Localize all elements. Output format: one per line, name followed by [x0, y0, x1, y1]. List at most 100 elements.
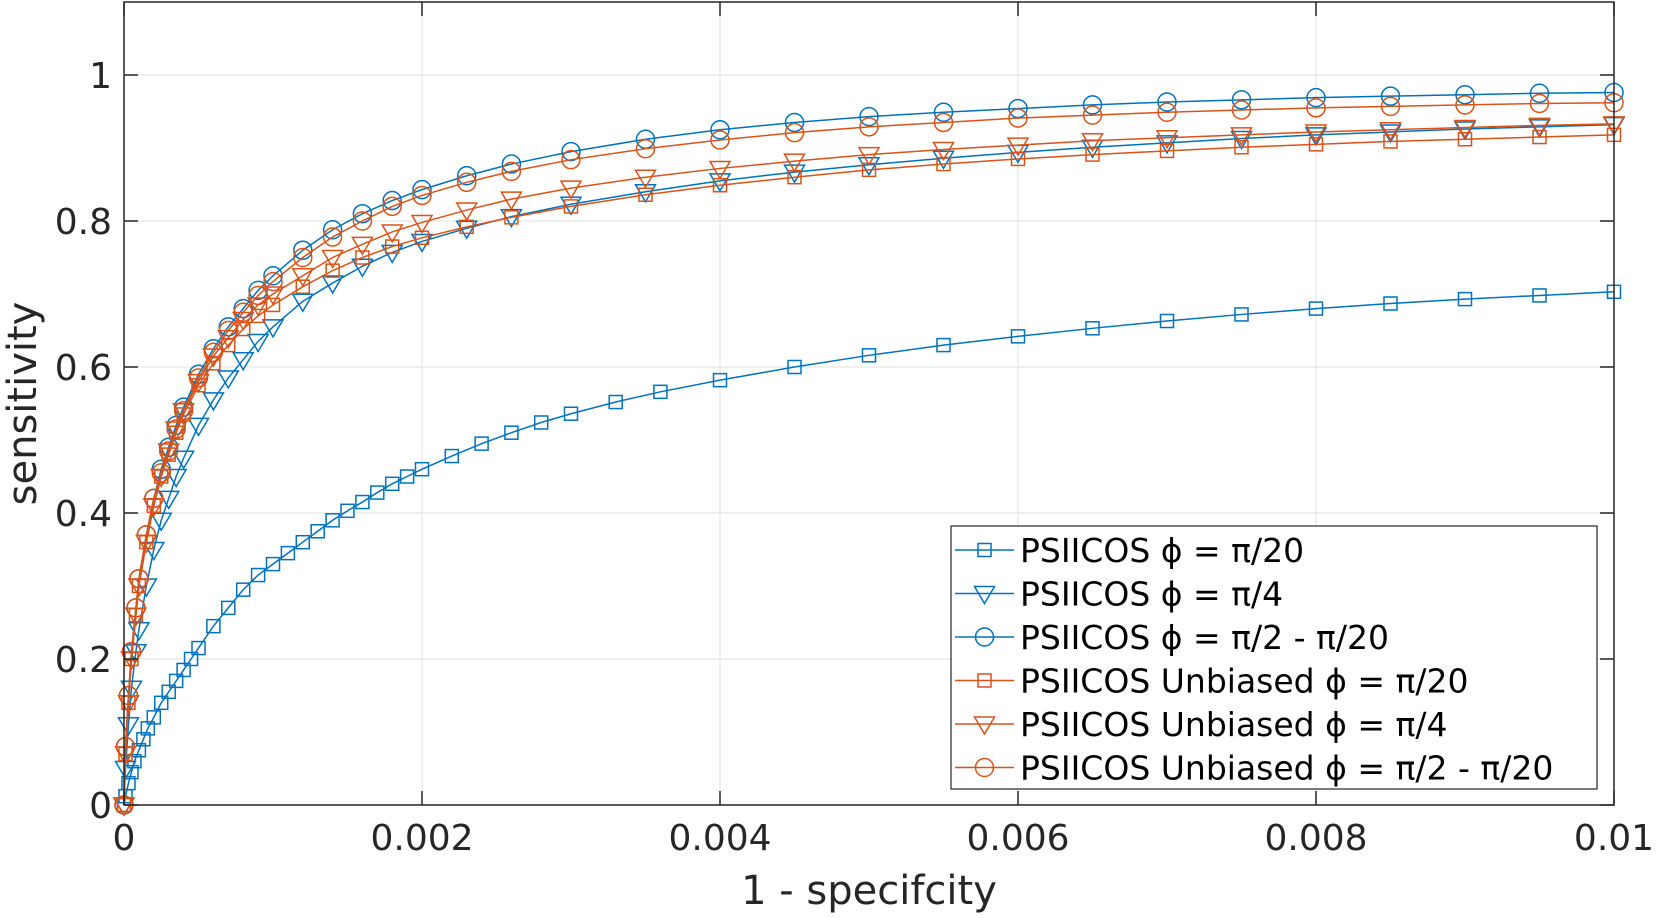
y-tick-label: 0.6: [55, 348, 112, 389]
data-point: [261, 286, 285, 306]
data-point: [559, 180, 583, 200]
data-point: [1157, 102, 1177, 122]
x-tick-label: 0.002: [370, 818, 473, 859]
data-point: [191, 640, 206, 656]
data-point: [455, 202, 479, 222]
data-point: [202, 392, 225, 412]
data-point: [291, 293, 315, 313]
data-point: [161, 684, 176, 700]
legend-entry: PSIICOS ϕ = π/4: [955, 575, 1283, 614]
data-point: [291, 268, 315, 288]
series-6: [114, 92, 1624, 815]
data-point: [231, 351, 255, 372]
data-point: [710, 130, 730, 150]
data-point: [1308, 301, 1324, 316]
legend-entries: PSIICOS ϕ = π/20 PSIICOS ϕ = π/4 PSIICOS ϕ…: [955, 531, 1553, 788]
data-point: [370, 485, 385, 500]
data-point: [1085, 321, 1100, 336]
data-point: [783, 153, 806, 173]
legend-entry: PSIICOS Unbiased ϕ = π/4: [955, 705, 1448, 744]
data-point: [203, 342, 224, 363]
y-tick-label: 0.2: [55, 640, 112, 681]
data-point: [787, 359, 802, 375]
legend-label: PSIICOS Unbiased ϕ = π/2 - π/20: [1020, 749, 1553, 788]
series-line: [123, 123, 1615, 806]
data-point: [410, 233, 434, 253]
data-point: [608, 394, 623, 410]
data-point: [1380, 96, 1401, 117]
data-point: [1082, 105, 1103, 125]
x-tick-label: 0: [113, 818, 136, 859]
legend-label: PSIICOS Unbiased ϕ = π/20: [1020, 662, 1468, 701]
data-point: [932, 141, 955, 161]
data-point: [115, 736, 136, 757]
data-point: [504, 210, 519, 225]
legend-marker: [977, 673, 992, 688]
data-point: [1008, 108, 1028, 128]
data-point: [1010, 151, 1026, 167]
series-line: [123, 101, 1615, 806]
data-point: [382, 190, 402, 211]
data-point: [321, 275, 344, 295]
data-point: [340, 503, 355, 519]
data-point: [456, 165, 477, 186]
data-point: [784, 112, 805, 133]
x-axis-title: 1 - specifcity: [741, 868, 997, 914]
data-point: [859, 117, 879, 137]
x-tick-label: 0.008: [1264, 818, 1367, 859]
data-point: [149, 512, 173, 532]
data-point: [126, 598, 146, 618]
legend-entry: PSIICOS Unbiased ϕ = π/20: [955, 662, 1468, 701]
data-point: [216, 370, 240, 390]
data-point: [1231, 100, 1252, 120]
x-tick-label: 0.004: [668, 818, 771, 859]
plot-area-frame: [123, 1, 1615, 806]
x-tick-label: 0.01: [1574, 818, 1654, 859]
data-point: [325, 513, 340, 528]
data-point: [1231, 90, 1252, 110]
y-axis-title: sensitivity: [0, 302, 46, 506]
data-point: [933, 112, 954, 133]
data-point: [501, 154, 522, 174]
data-point: [561, 141, 581, 162]
data-point: [172, 403, 195, 423]
data-point: [1528, 117, 1551, 137]
legend-marker: [977, 542, 992, 558]
data-point: [380, 244, 404, 264]
data-point: [233, 302, 253, 322]
data-point: [310, 524, 325, 539]
legend: PSIICOS ϕ = π/20 PSIICOS ϕ = π/4 PSIICOS ϕ…: [950, 525, 1598, 790]
data-point: [265, 556, 281, 572]
data-point: [173, 401, 194, 421]
legend-marker: [974, 757, 995, 778]
data-point: [352, 211, 373, 231]
legend-entry: PSIICOS ϕ = π/20: [955, 531, 1304, 570]
data-point: [634, 169, 657, 189]
data-point: [295, 534, 311, 550]
data-point: [121, 775, 136, 791]
data-point: [1453, 119, 1477, 140]
data-point: [1159, 313, 1175, 329]
data-point: [120, 680, 143, 700]
data-point: [1230, 127, 1253, 147]
series-line: [123, 123, 1615, 806]
data-point: [563, 199, 579, 214]
data-point: [293, 247, 313, 268]
data-point: [1532, 288, 1547, 303]
data-point: [1230, 130, 1253, 150]
legend-label: PSIICOS ϕ = π/4: [1020, 575, 1283, 614]
data-point: [202, 348, 225, 368]
data-point: [129, 568, 149, 589]
data-point: [1304, 124, 1328, 144]
data-point: [355, 250, 370, 265]
data-point: [265, 297, 281, 313]
data-point: [166, 419, 186, 439]
data-point: [1383, 296, 1398, 311]
data-point: [118, 685, 139, 706]
data-point: [500, 191, 523, 211]
legend-box: [950, 525, 1598, 790]
data-point: [206, 618, 221, 634]
y-tick-label: 0: [89, 786, 112, 827]
data-point: [263, 271, 283, 292]
data-point: [352, 203, 373, 224]
